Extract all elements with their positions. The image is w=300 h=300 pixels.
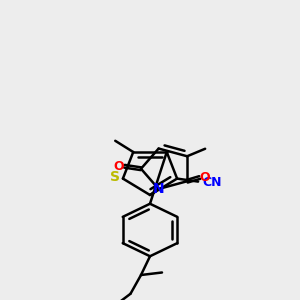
- Text: N: N: [153, 182, 164, 196]
- Text: CN: CN: [202, 176, 222, 189]
- Text: O: O: [200, 171, 210, 184]
- Text: S: S: [110, 170, 120, 184]
- Text: O: O: [114, 160, 124, 173]
